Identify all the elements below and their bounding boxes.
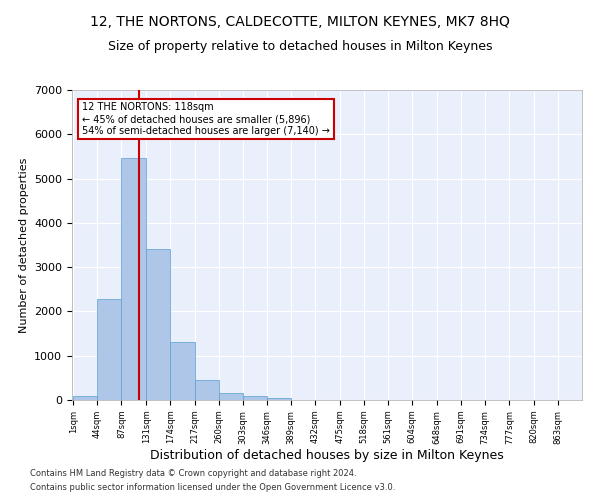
Bar: [243, 396, 267, 400]
Bar: [73, 396, 97, 400]
Text: Contains public sector information licensed under the Open Government Licence v3: Contains public sector information licen…: [30, 484, 395, 492]
Text: Contains HM Land Registry data © Crown copyright and database right 2024.: Contains HM Land Registry data © Crown c…: [30, 468, 356, 477]
Bar: [97, 298, 121, 400]
Bar: [121, 158, 146, 400]
Bar: [170, 342, 194, 400]
Bar: [267, 398, 291, 400]
Text: Size of property relative to detached houses in Milton Keynes: Size of property relative to detached ho…: [108, 40, 492, 53]
Text: 12, THE NORTONS, CALDECOTTE, MILTON KEYNES, MK7 8HQ: 12, THE NORTONS, CALDECOTTE, MILTON KEYN…: [90, 15, 510, 29]
X-axis label: Distribution of detached houses by size in Milton Keynes: Distribution of detached houses by size …: [150, 450, 504, 462]
Text: 12 THE NORTONS: 118sqm
← 45% of detached houses are smaller (5,896)
54% of semi-: 12 THE NORTONS: 118sqm ← 45% of detached…: [82, 102, 330, 136]
Bar: [194, 380, 219, 400]
Bar: [219, 393, 243, 400]
Bar: [146, 248, 170, 400]
Y-axis label: Number of detached properties: Number of detached properties: [19, 158, 29, 332]
